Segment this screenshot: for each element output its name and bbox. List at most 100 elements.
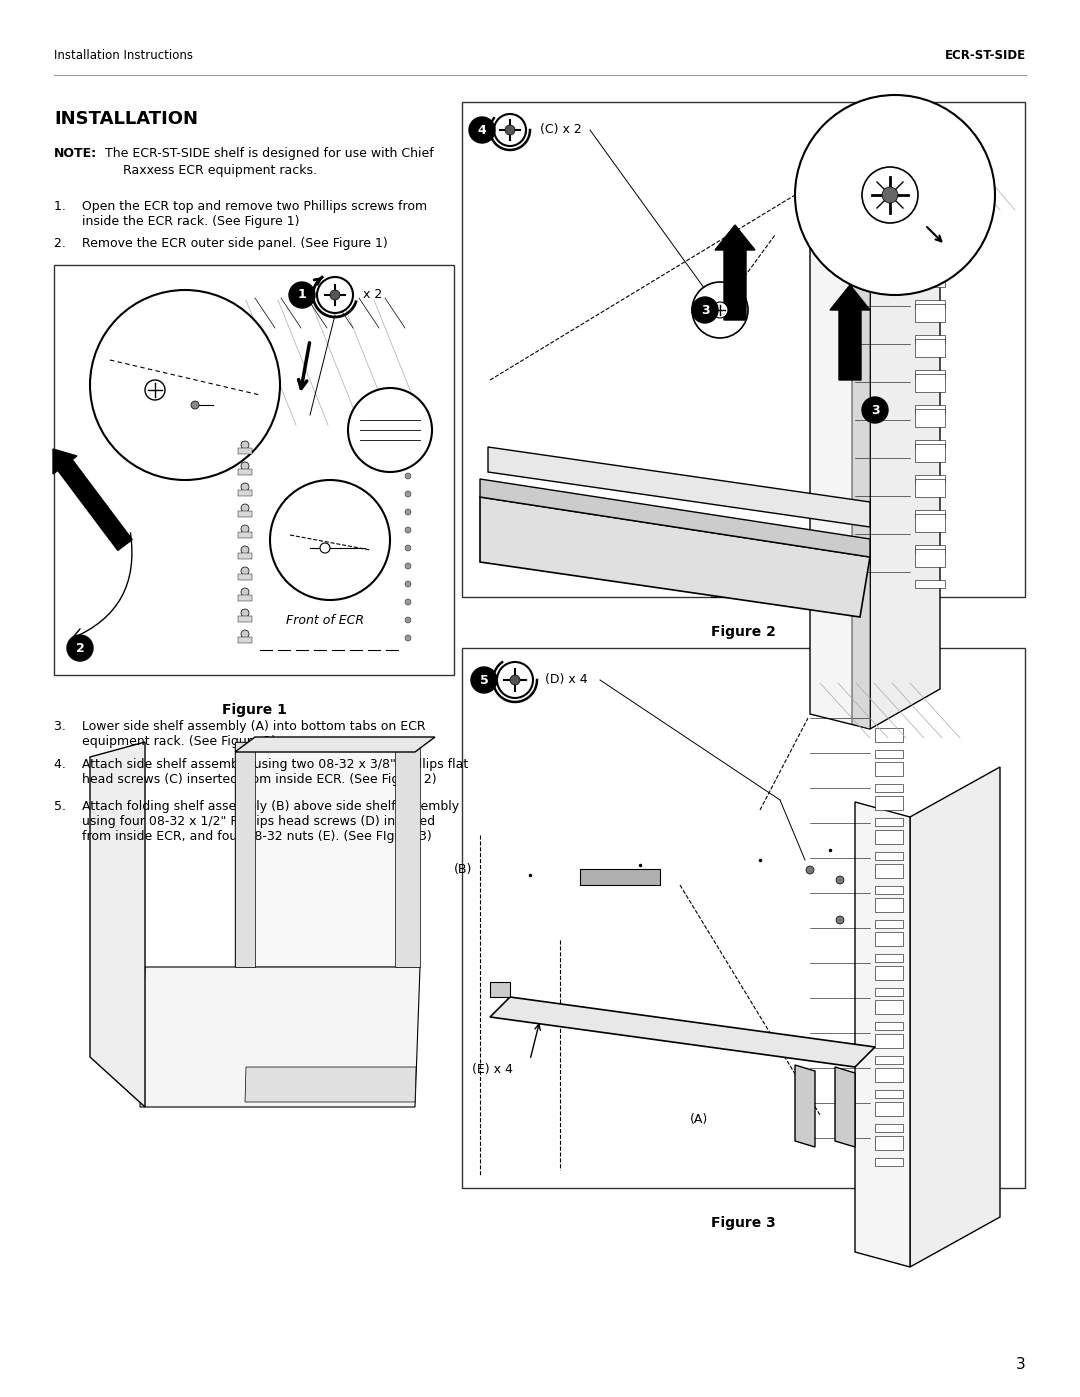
Circle shape — [241, 504, 249, 511]
Bar — [238, 553, 252, 559]
Bar — [875, 1090, 903, 1098]
Circle shape — [405, 490, 411, 497]
Circle shape — [289, 282, 315, 307]
Circle shape — [241, 546, 249, 555]
Bar — [238, 574, 252, 580]
Circle shape — [90, 291, 280, 481]
Circle shape — [471, 666, 497, 693]
Polygon shape — [235, 738, 435, 752]
Bar — [875, 954, 903, 963]
Circle shape — [241, 483, 249, 490]
Text: (B): (B) — [454, 863, 472, 876]
Text: Figure 2: Figure 2 — [711, 624, 775, 638]
Text: ECR-ST-SIDE: ECR-ST-SIDE — [945, 49, 1026, 61]
Circle shape — [806, 866, 814, 875]
Polygon shape — [488, 447, 870, 527]
Circle shape — [270, 481, 390, 599]
Polygon shape — [480, 497, 870, 617]
Text: Front of ECR: Front of ECR — [286, 613, 364, 626]
Circle shape — [405, 545, 411, 550]
Bar — [875, 932, 903, 946]
Circle shape — [241, 630, 249, 638]
Polygon shape — [870, 191, 940, 729]
Bar — [915, 510, 945, 518]
Bar — [54, 265, 454, 675]
Bar — [875, 965, 903, 981]
Text: 1.    Open the ECR top and remove two Phillips screws from
       inside the ECR: 1. Open the ECR top and remove two Phill… — [54, 200, 427, 228]
Text: (A): (A) — [700, 543, 718, 556]
Text: (A): (A) — [690, 1113, 708, 1126]
Polygon shape — [140, 967, 420, 1106]
Circle shape — [241, 525, 249, 534]
Bar — [915, 270, 945, 286]
Bar — [462, 648, 1025, 1187]
Circle shape — [145, 380, 165, 400]
Circle shape — [862, 168, 918, 224]
Bar — [875, 1056, 903, 1065]
Bar — [875, 886, 903, 894]
Circle shape — [497, 662, 534, 698]
Circle shape — [405, 581, 411, 587]
Bar — [915, 444, 945, 462]
Polygon shape — [852, 226, 870, 729]
Circle shape — [405, 636, 411, 641]
Bar — [238, 448, 252, 454]
Circle shape — [348, 388, 432, 472]
Bar — [238, 637, 252, 643]
Bar — [915, 514, 945, 532]
Bar — [915, 475, 945, 483]
Bar — [875, 830, 903, 844]
Polygon shape — [490, 997, 875, 1067]
Text: 3: 3 — [701, 303, 710, 317]
Circle shape — [405, 437, 411, 443]
Bar — [238, 616, 252, 622]
Circle shape — [241, 462, 249, 469]
Circle shape — [862, 397, 888, 423]
Text: x 2: x 2 — [363, 289, 382, 302]
Circle shape — [241, 588, 249, 597]
Circle shape — [405, 455, 411, 461]
Circle shape — [241, 609, 249, 617]
Circle shape — [405, 617, 411, 623]
Text: Figure 3: Figure 3 — [711, 1215, 775, 1229]
Circle shape — [405, 509, 411, 515]
Text: 3: 3 — [870, 404, 879, 416]
Bar — [915, 370, 945, 379]
Bar — [875, 852, 903, 861]
Bar — [238, 595, 252, 601]
Bar — [875, 761, 903, 775]
Bar — [915, 440, 945, 448]
Bar — [875, 1125, 903, 1132]
Circle shape — [692, 282, 748, 338]
Bar — [462, 102, 1025, 597]
Bar — [875, 1158, 903, 1166]
Bar — [915, 405, 945, 414]
Text: NOTE:: NOTE: — [54, 147, 97, 161]
Bar — [875, 750, 903, 759]
Bar — [875, 863, 903, 877]
Bar — [238, 490, 252, 496]
Circle shape — [405, 527, 411, 534]
Text: 5.    Attach folding shelf assembly (B) above side shelf assembly
       using f: 5. Attach folding shelf assembly (B) abo… — [54, 800, 459, 842]
Circle shape — [882, 187, 897, 203]
Text: The ECR-ST-SIDE shelf is designed for use with Chief: The ECR-ST-SIDE shelf is designed for us… — [105, 147, 434, 161]
Bar — [915, 231, 945, 237]
Circle shape — [692, 298, 718, 323]
Text: 3.    Lower side shelf assembly (A) into bottom tabs on ECR
       equipment rac: 3. Lower side shelf assembly (A) into bo… — [54, 719, 426, 747]
Bar — [875, 921, 903, 928]
Polygon shape — [910, 767, 1000, 1267]
Bar — [875, 1136, 903, 1150]
Circle shape — [494, 115, 526, 147]
Bar — [915, 580, 945, 588]
Bar — [875, 728, 903, 742]
FancyArrow shape — [831, 285, 870, 380]
Bar — [875, 1000, 903, 1014]
Bar — [915, 196, 945, 203]
Bar — [915, 545, 945, 553]
Bar — [238, 511, 252, 517]
Bar — [915, 479, 945, 497]
Polygon shape — [235, 742, 255, 967]
Bar — [875, 1067, 903, 1083]
Bar — [915, 409, 945, 427]
Text: 5: 5 — [480, 673, 488, 686]
